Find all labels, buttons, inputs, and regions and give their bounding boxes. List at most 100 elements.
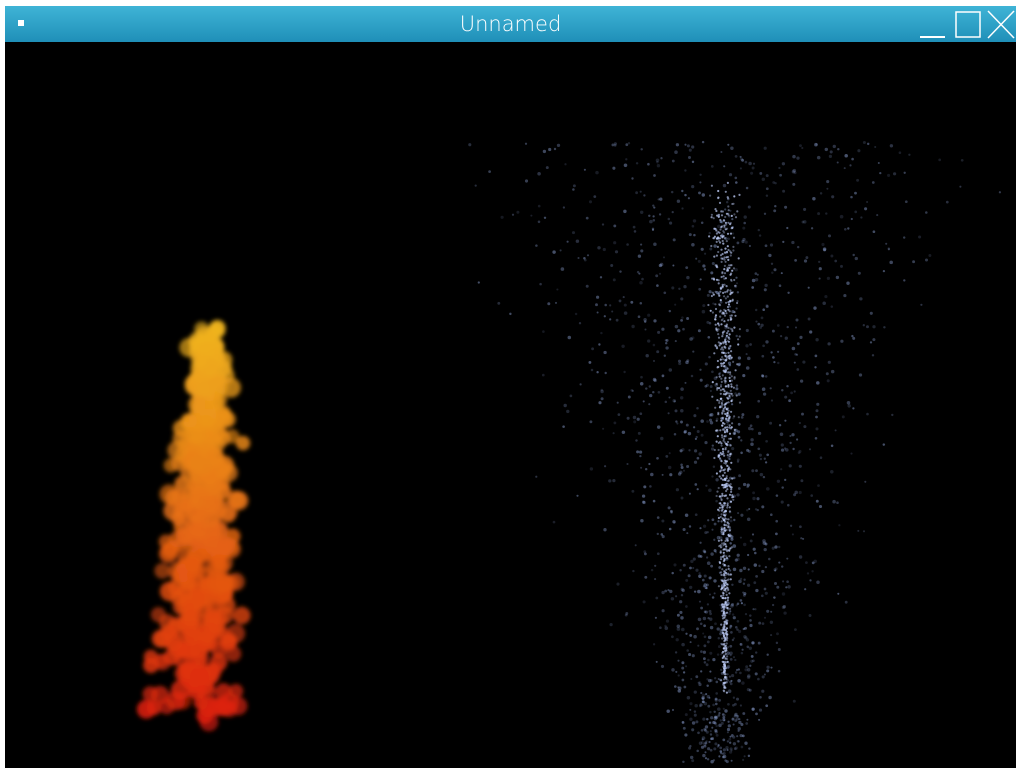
fire-particle (151, 607, 166, 622)
mist-particle (735, 277, 737, 279)
fire-particle (221, 378, 241, 398)
spray-particle (717, 360, 719, 362)
mist-particle (678, 472, 681, 475)
mist-particle (752, 279, 756, 283)
mist-particle (712, 658, 715, 661)
mist-particle (761, 594, 764, 597)
mist-particle (712, 518, 715, 521)
mist-particle (712, 302, 714, 304)
mist-particle (685, 605, 688, 608)
mist-particle (692, 161, 694, 163)
mist-particle (961, 159, 964, 162)
spray-particle (723, 560, 725, 562)
spray-particle (722, 533, 724, 535)
spray-particle (718, 517, 720, 519)
mist-particle (673, 238, 676, 241)
spray-particle (725, 419, 727, 421)
mist-particle (749, 343, 752, 346)
mist-particle (676, 638, 679, 641)
mist-particle (719, 372, 722, 375)
mist-particle (697, 430, 700, 433)
spray-particle (721, 434, 723, 436)
mist-particle (757, 447, 760, 450)
mist-particle (724, 709, 727, 712)
mist-particle (572, 231, 575, 234)
spray-particle (724, 431, 726, 433)
mist-particle (710, 716, 713, 719)
mist-particle (678, 288, 680, 290)
mist-particle (743, 222, 746, 225)
mist-particle (681, 448, 684, 451)
spray-particle (720, 378, 722, 380)
mist-particle (750, 660, 753, 663)
mist-particle (774, 545, 777, 548)
spray-particle (722, 349, 724, 351)
spray-particle (727, 368, 729, 370)
mist-particle (694, 714, 697, 717)
fire-particle (191, 352, 208, 369)
spray-particle (721, 528, 723, 530)
mist-particle (733, 723, 735, 725)
mist-particle (751, 655, 754, 658)
mist-particle (851, 335, 853, 337)
mist-particle (794, 390, 796, 392)
spray-particle (728, 209, 730, 211)
spray-particle (724, 667, 726, 669)
mist-particle (656, 661, 658, 663)
mist-particle (730, 658, 733, 661)
spray-particle (727, 268, 729, 270)
spray-particle (723, 226, 725, 228)
mist-particle (737, 460, 739, 462)
mist-particle (684, 733, 687, 736)
mist-particle (633, 226, 636, 229)
spray-particle (725, 302, 727, 304)
mist-particle (755, 309, 757, 311)
mist-particle (717, 627, 720, 630)
mist-particle (665, 455, 668, 458)
spray-particle (721, 436, 723, 438)
mist-particle (737, 512, 739, 514)
mist-particle (691, 185, 694, 188)
mist-particle (850, 196, 853, 199)
mist-particle (730, 654, 732, 656)
mist-particle (764, 458, 766, 460)
mist-particle (812, 562, 815, 565)
mist-particle (764, 213, 766, 215)
spray-particle (732, 299, 734, 301)
spray-particle (723, 558, 725, 560)
spray-particle (727, 587, 729, 589)
fire-particle (159, 484, 179, 504)
fire-particle (159, 544, 178, 563)
spray-particle (724, 237, 726, 239)
mist-particle (755, 651, 757, 653)
mist-particle (864, 207, 867, 210)
mist-particle (781, 486, 783, 488)
spray-particle (728, 341, 730, 343)
mist-particle (867, 143, 869, 145)
mist-particle (672, 160, 675, 163)
spray-particle (719, 202, 721, 204)
mist-particle (680, 297, 683, 300)
mist-particle (727, 721, 729, 723)
spray-particle (729, 289, 731, 291)
spray-particle (728, 357, 730, 359)
mist-particle (649, 385, 651, 387)
mist-particle (664, 590, 667, 593)
mist-particle (683, 671, 685, 673)
mist-particle (819, 505, 822, 508)
mist-particle (741, 602, 743, 604)
mist-particle (876, 214, 878, 216)
spray-particle (716, 347, 718, 349)
mist-particle (772, 356, 775, 359)
mist-particle (709, 419, 712, 422)
spray-particle (724, 664, 726, 666)
mist-particle (718, 714, 721, 717)
spray-particle (726, 579, 728, 581)
mist-particle (707, 705, 710, 708)
mist-particle (738, 356, 741, 359)
mist-particle (706, 684, 708, 686)
mist-particle (809, 330, 812, 333)
mist-particle (690, 756, 693, 759)
mist-particle (779, 174, 782, 177)
mist-particle (764, 617, 766, 619)
